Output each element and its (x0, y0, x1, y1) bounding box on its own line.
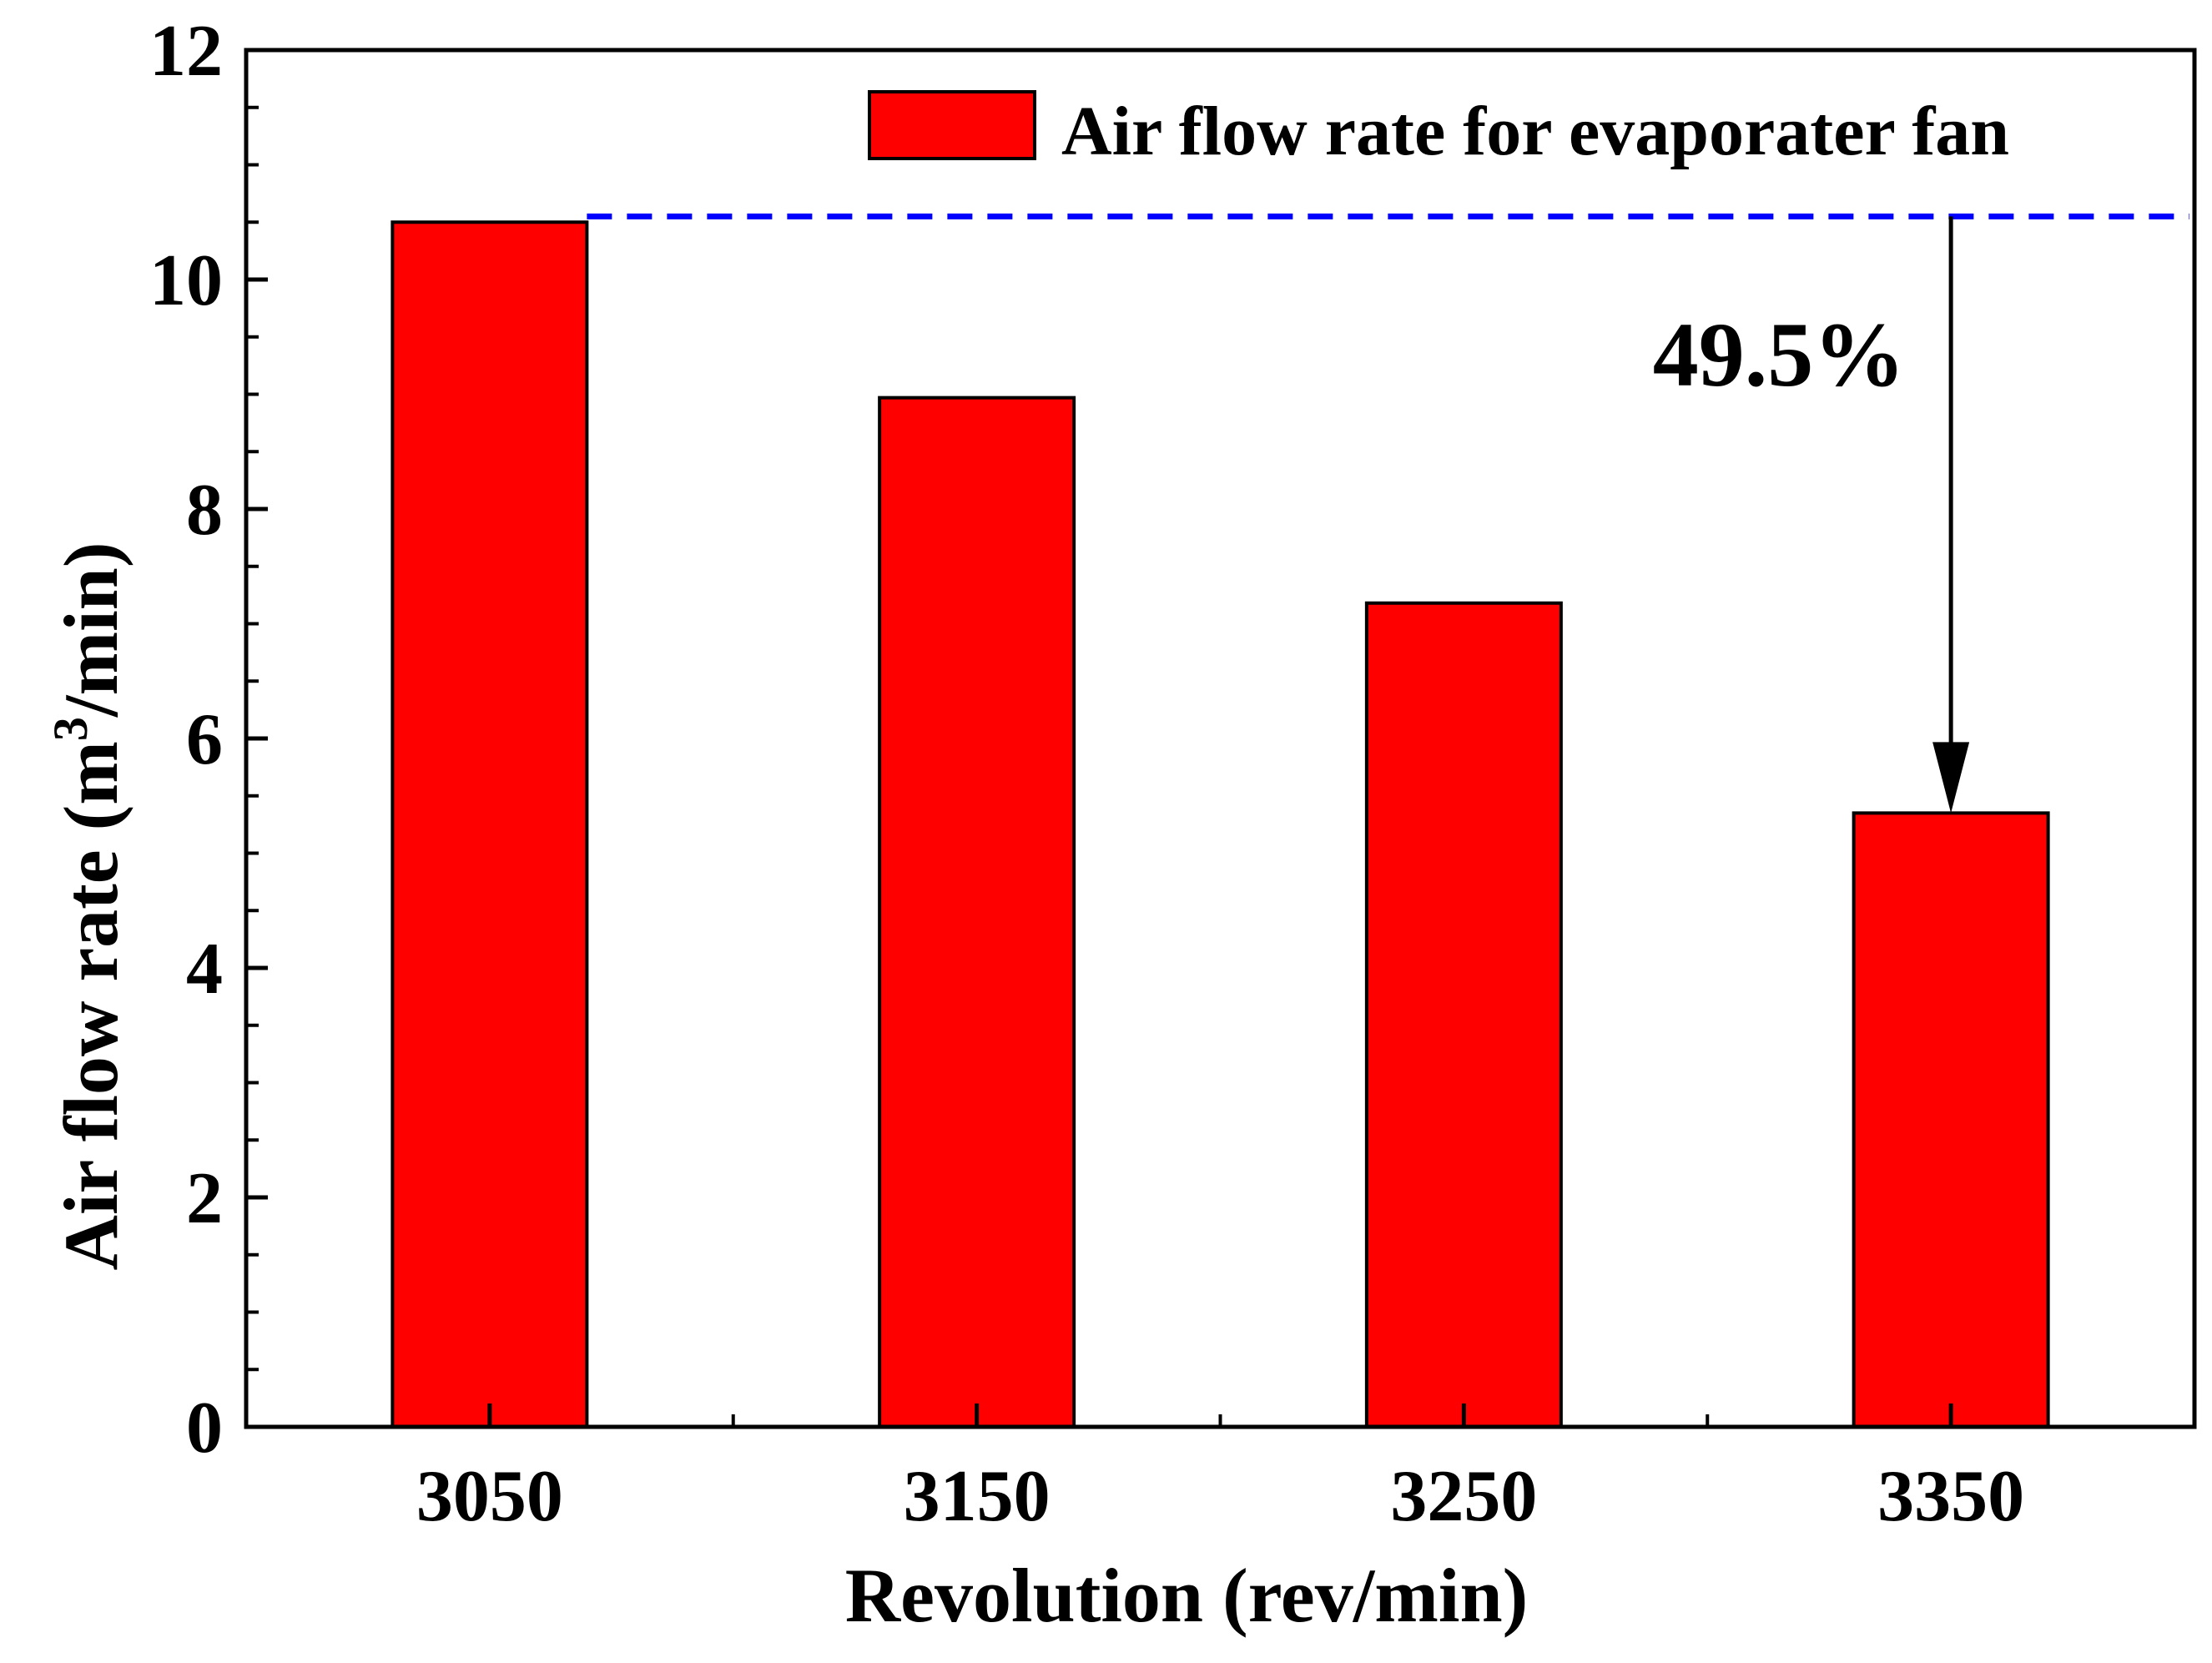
x-ticks-group: 3050 3150 3250 3350 (416, 1403, 2024, 1537)
y-axis-label: Air flow rate (m3/min) (43, 542, 134, 1271)
bar-3350 (1852, 811, 2050, 1429)
y-axis-label-superscript: 3 (43, 717, 98, 741)
reference-line-group (587, 213, 2189, 814)
y-tick-label: 2 (186, 1158, 223, 1239)
y-ticks-group: 0 2 4 6 8 10 12 (149, 11, 268, 1469)
x-tick-label: 3050 (416, 1456, 563, 1537)
y-tick-label: 8 (186, 470, 223, 551)
legend-label: Air flow rate for evaporater fan (1061, 93, 2009, 170)
legend-swatch (868, 90, 1036, 160)
bar-3250 (1364, 601, 1563, 1429)
y-tick-label: 12 (149, 11, 223, 92)
x-tick-label: 3150 (904, 1456, 1051, 1537)
annotation-arrow-head (1932, 742, 1970, 814)
annotation: 49.5% (1653, 304, 1906, 406)
x-tick-label: 3250 (1390, 1456, 1537, 1537)
bar-3050 (391, 220, 589, 1429)
y-tick-label: 6 (186, 699, 223, 780)
x-axis-label: Revolution (rev/min) (845, 1553, 1529, 1638)
legend: Air flow rate for evaporater fan (868, 90, 2009, 170)
y-tick-label: 0 (186, 1388, 223, 1469)
bar-3150 (878, 396, 1076, 1429)
bars-group (391, 220, 2050, 1429)
y-axis-label-tail: /min) (48, 542, 134, 718)
y-axis-label-main: Air flow rate (m (48, 741, 134, 1270)
y-tick-label: 10 (149, 240, 223, 321)
x-tick-label: 3350 (1877, 1456, 2024, 1537)
annotation-text: 49.5% (1653, 304, 1906, 406)
y-tick-label: 4 (186, 929, 223, 1010)
